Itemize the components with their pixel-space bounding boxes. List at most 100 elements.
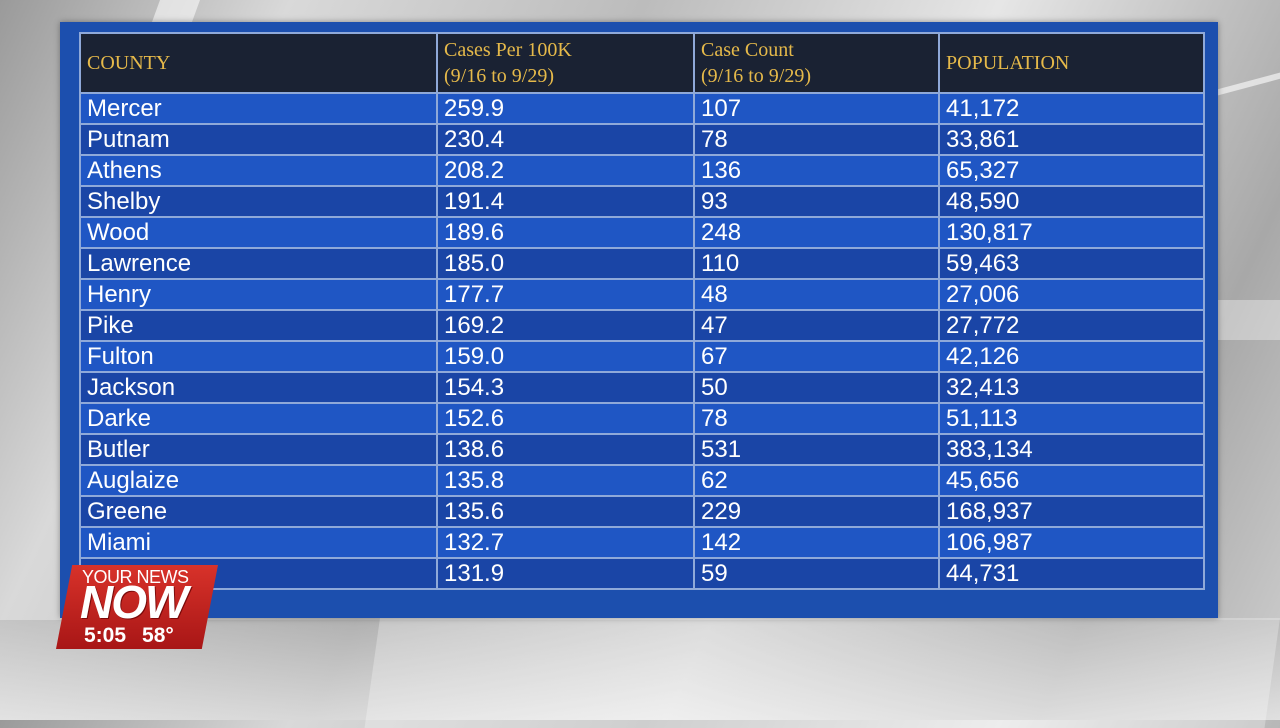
county-cell: Henry: [79, 278, 438, 311]
header-label: POPULATION: [946, 52, 1070, 74]
header-population: POPULATION: [938, 32, 1205, 94]
population-cell: 42,126: [938, 340, 1205, 373]
table-row: Darke 152.6 78 51,113: [79, 402, 1205, 435]
header-sublabel: (9/16 to 9/29): [701, 65, 811, 87]
cases-per-100k-cell: 135.6: [436, 495, 695, 528]
header-label: Case Count: [701, 39, 794, 61]
case-count-cell: 78: [693, 402, 940, 435]
cases-per-100k-cell: 185.0: [436, 247, 695, 280]
case-count-cell: 50: [693, 371, 940, 404]
table-row: Athens 208.2 136 65,327: [79, 154, 1205, 187]
county-cell: Miami: [79, 526, 438, 559]
population-cell: 41,172: [938, 92, 1205, 125]
cases-per-100k-cell: 131.9: [436, 557, 695, 590]
table-row: Greene 135.6 229 168,937: [79, 495, 1205, 528]
county-cell: [79, 557, 438, 590]
table-row: Wood 189.6 248 130,817: [79, 216, 1205, 249]
table-row: Shelby 191.4 93 48,590: [79, 185, 1205, 218]
table-row: Henry 177.7 48 27,006: [79, 278, 1205, 311]
background-streak: [364, 618, 1280, 728]
case-count-cell: 142: [693, 526, 940, 559]
case-count-cell: 47: [693, 309, 940, 342]
case-count-cell: 48: [693, 278, 940, 311]
header-sublabel: (9/16 to 9/29): [444, 65, 554, 87]
logo-now: NOW: [80, 576, 188, 628]
cases-per-100k-cell: 230.4: [436, 123, 695, 156]
cases-per-100k-cell: 152.6: [436, 402, 695, 435]
clock-time: 5:05: [84, 624, 127, 647]
county-cell: Jackson: [79, 371, 438, 404]
population-cell: 168,937: [938, 495, 1205, 528]
cases-per-100k-cell: 132.7: [436, 526, 695, 559]
table-row: Mercer 259.9 107 41,172: [79, 92, 1205, 125]
table-row: Lawrence 185.0 110 59,463: [79, 247, 1205, 280]
county-cell: Pike: [79, 309, 438, 342]
case-count-cell: 107: [693, 92, 940, 125]
station-logo: YOUR NEWS NOW 5:05 58°: [56, 565, 218, 649]
county-cell: Wood: [79, 216, 438, 249]
population-cell: 33,861: [938, 123, 1205, 156]
cases-per-100k-cell: 135.8: [436, 464, 695, 497]
population-cell: 51,113: [938, 402, 1205, 435]
population-cell: 27,006: [938, 278, 1205, 311]
population-cell: 106,987: [938, 526, 1205, 559]
table-row: Jackson 154.3 50 32,413: [79, 371, 1205, 404]
population-cell: 48,590: [938, 185, 1205, 218]
background-streak: [1215, 71, 1280, 96]
background-streak: [1215, 300, 1280, 340]
background-floor: [0, 620, 1280, 720]
population-cell: 32,413: [938, 371, 1205, 404]
case-count-cell: 248: [693, 216, 940, 249]
cases-per-100k-cell: 189.6: [436, 216, 695, 249]
county-cell: Putnam: [79, 123, 438, 156]
table-row: Auglaize 135.8 62 45,656: [79, 464, 1205, 497]
header-label: Cases Per 100K: [444, 39, 572, 61]
logo-your-news: YOUR NEWS: [82, 567, 189, 587]
population-cell: 44,731: [938, 557, 1205, 590]
population-cell: 59,463: [938, 247, 1205, 280]
table-row: 131.9 59 44,731: [79, 557, 1205, 590]
table-row: Fulton 159.0 67 42,126: [79, 340, 1205, 373]
table-row: Butler 138.6 531 383,134: [79, 433, 1205, 466]
county-cell: Mercer: [79, 92, 438, 125]
case-count-cell: 136: [693, 154, 940, 187]
case-count-cell: 78: [693, 123, 940, 156]
cases-per-100k-cell: 177.7: [436, 278, 695, 311]
county-cell: Lawrence: [79, 247, 438, 280]
county-cell: Shelby: [79, 185, 438, 218]
population-cell: 45,656: [938, 464, 1205, 497]
header-county: COUNTY: [79, 32, 438, 94]
population-cell: 27,772: [938, 309, 1205, 342]
header-label: COUNTY: [87, 52, 171, 74]
table-row: Putnam 230.4 78 33,861: [79, 123, 1205, 156]
case-count-cell: 229: [693, 495, 940, 528]
case-count-cell: 59: [693, 557, 940, 590]
case-count-cell: 110: [693, 247, 940, 280]
county-cell: Fulton: [79, 340, 438, 373]
county-cell: Greene: [79, 495, 438, 528]
case-count-cell: 531: [693, 433, 940, 466]
county-cell: Auglaize: [79, 464, 438, 497]
case-count-cell: 93: [693, 185, 940, 218]
population-cell: 65,327: [938, 154, 1205, 187]
cases-per-100k-cell: 169.2: [436, 309, 695, 342]
cases-per-100k-cell: 159.0: [436, 340, 695, 373]
cases-per-100k-cell: 208.2: [436, 154, 695, 187]
table-row: Pike 169.2 47 27,772: [79, 309, 1205, 342]
data-board: COUNTY Cases Per 100K (9/16 to 9/29) Cas…: [60, 22, 1218, 618]
case-count-cell: 67: [693, 340, 940, 373]
cases-per-100k-cell: 138.6: [436, 433, 695, 466]
logo-time-temp: 5:05 58°: [84, 625, 190, 647]
population-cell: 383,134: [938, 433, 1205, 466]
population-cell: 130,817: [938, 216, 1205, 249]
cases-per-100k-cell: 191.4: [436, 185, 695, 218]
cases-per-100k-cell: 259.9: [436, 92, 695, 125]
header-cases-per-100k: Cases Per 100K (9/16 to 9/29): [436, 32, 695, 94]
temperature: 58°: [142, 624, 174, 647]
header-case-count: Case Count (9/16 to 9/29): [693, 32, 940, 94]
county-cell: Athens: [79, 154, 438, 187]
case-count-cell: 62: [693, 464, 940, 497]
header-row: COUNTY Cases Per 100K (9/16 to 9/29) Cas…: [79, 32, 1205, 94]
cases-per-100k-cell: 154.3: [436, 371, 695, 404]
table-row: Miami 132.7 142 106,987: [79, 526, 1205, 559]
